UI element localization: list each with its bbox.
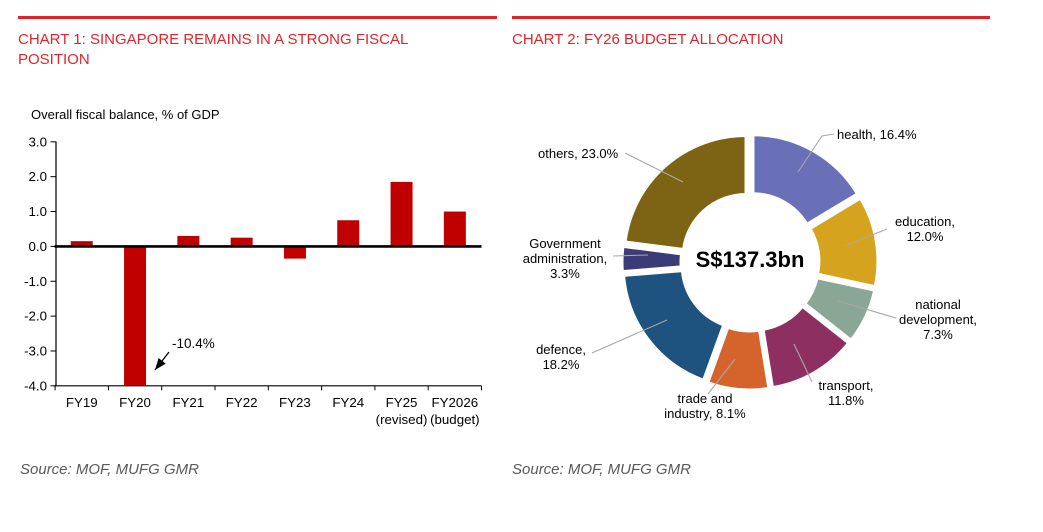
chart1-source: Source: MOF, MUFG GMR [20,461,199,478]
y-tick-label: -3.0 [24,343,47,358]
leader-government-administration [612,254,649,257]
label-line: Government [529,236,601,251]
donut-label-others: others, 23.0% [538,146,618,161]
leader-transport [793,343,813,383]
chart2-top-rule [512,16,990,19]
x-tick-label: FY23 [279,395,311,410]
chart2-source: Source: MOF, MUFG GMR [512,461,691,478]
x-tick-label: FY22 [226,395,258,410]
y-tick-label: 1.0 [29,204,48,219]
donut-slice-others [623,133,748,252]
label-line: 3.3% [550,266,580,281]
x-tick-label: FY20 [119,395,151,410]
donut-slice-national-development [802,276,877,343]
label-line: defence, [536,342,586,357]
fy20-annotation-text: -10.4% [172,336,215,351]
leader-defence [591,319,668,354]
donut-label-government-administration: Government administration, 3.3% [501,236,629,281]
fy20-annotation-arrow [154,351,170,371]
label-line: trade and [677,391,733,406]
donut-label-trade-and-industry: trade and industry, 8.1% [641,391,769,421]
label-line: national [915,297,961,312]
y-tick-label: -1.0 [24,274,47,289]
donut-slice-transport [761,304,851,390]
bar-FY22 [230,237,253,247]
x-tick-label: FY24 [332,395,364,410]
x-tick-label: FY21 [172,395,204,410]
x-tick-label: FY2026 [432,395,479,410]
y-tick-label: 0.0 [29,239,48,254]
donut-slice-government-administration [620,244,684,274]
bar-FY24 [337,220,360,247]
donut-label-defence: defence, 18.2% [513,342,609,372]
fiscal-balance-bar-chart: 3.0 2.0 1.0 0.0 -1.0 -2.0 -3.0 -4.0 FY19 FY20 FY21… [24,134,482,427]
chart1-title: CHART 1: SINGAPORE REMAINS IN A STRONG F… [18,30,508,70]
label-line: others, 23.0% [538,146,619,161]
chart2-title: CHART 2: FY26 BUDGET ALLOCATION [512,30,1012,50]
bar-FY25 [390,181,413,247]
x-tick-sublabel: (revised) [376,412,428,427]
donut-slice-defence [622,269,726,383]
bar-FY2026 [443,211,466,247]
y-tick-label: 2.0 [29,169,48,184]
label-line: development, [898,312,978,327]
leader-education [844,228,888,247]
label-line: education, [895,214,955,229]
label-line: health, 16.4% [837,127,917,142]
donut-leader-lines [591,133,897,395]
leader-others [624,152,684,183]
label-line: 7.3% [923,327,953,342]
y-tick-label: 3.0 [29,134,48,149]
bar-FY19 [70,241,93,247]
budget-donut-chart [620,133,880,392]
label-line: administration, [522,251,608,266]
chart1-title-line2: POSITION [18,51,90,68]
bar-FY23 [283,246,306,259]
donut-label-health: health, 16.4% [837,127,917,142]
leader-national-development [837,300,897,319]
donut-label-education: education, 12.0% [867,214,983,244]
donut-slice-health [751,133,860,227]
label-line: industry, 8.1% [664,406,746,421]
donut-label-national-development: national development, 7.3% [875,297,1001,342]
donut-center-total: S$137.3bn [695,247,805,272]
y-tick-label: -4.0 [24,378,47,393]
label-line: 12.0% [906,229,944,244]
chart1-top-rule [18,16,497,19]
bar-FY21 [177,235,200,247]
label-line: 18.2% [542,357,580,372]
chart2-title-line1: CHART 2: FY26 BUDGET ALLOCATION [512,31,784,48]
x-tick-sublabel: (budget) [430,412,480,427]
donut-slice-education [807,196,880,289]
leader-trade-and-industry [707,358,736,395]
donut-label-transport: transport, 11.8% [794,378,898,408]
bar-FY20 [124,246,147,386]
x-tick-label: FY19 [66,395,98,410]
x-tick-label: FY25 [386,395,418,410]
label-line: transport, [818,378,874,393]
label-line: 11.8% [828,393,864,408]
y-tick-label: -2.0 [24,309,47,324]
chart1-title-line1: CHART 1: SINGAPORE REMAINS IN A STRONG F… [18,31,409,48]
leader-health [797,133,835,173]
chart1-axis-title: Overall fiscal balance, % of GDP [31,107,220,122]
